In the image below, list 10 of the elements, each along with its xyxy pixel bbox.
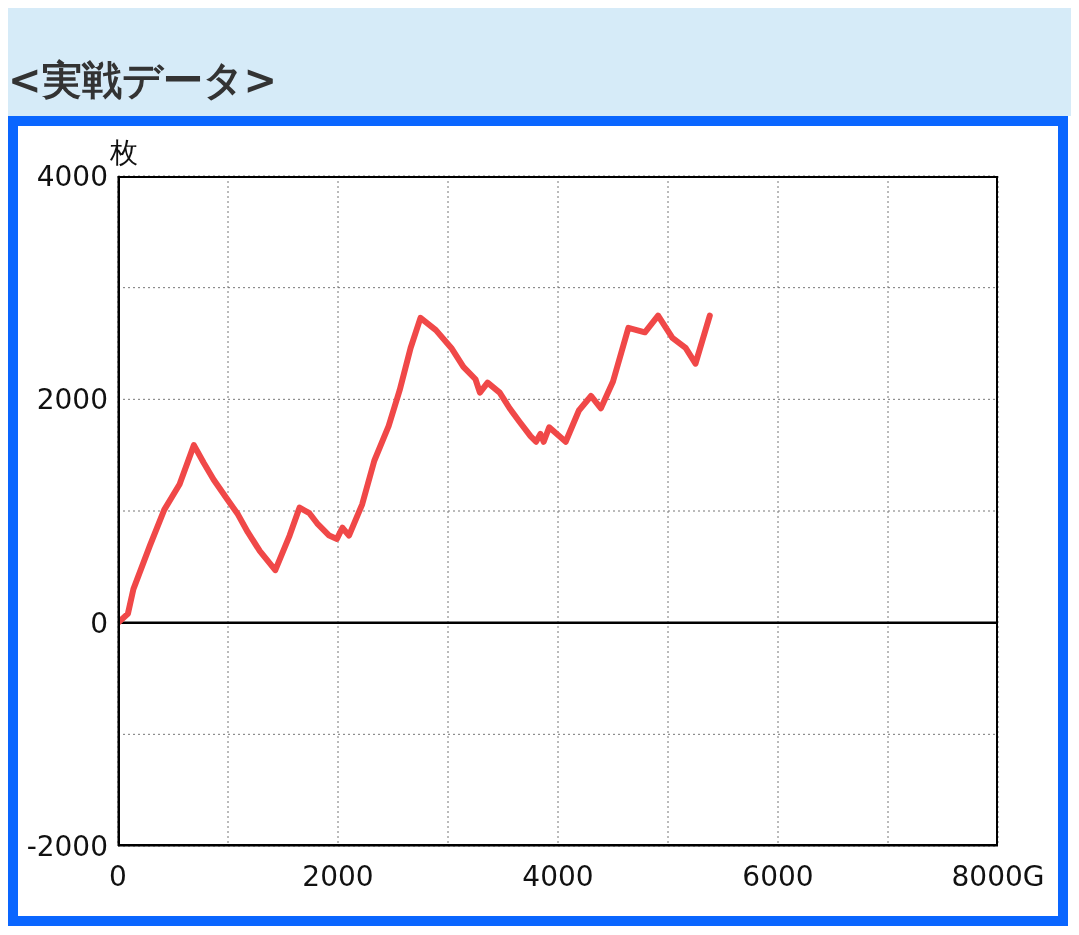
- y-tick-label: 2000: [36, 383, 108, 417]
- x-tick-label: 8000G: [951, 859, 1045, 893]
- y-axis-title: 枚: [110, 135, 138, 171]
- x-tick-label: 6000: [742, 859, 814, 893]
- y-tick-label: 4000: [36, 159, 108, 193]
- y-tick-label: 0: [90, 606, 108, 640]
- chart-title: <実戦データ>: [8, 56, 278, 105]
- y-tick-label: -2000: [26, 829, 108, 863]
- x-tick-label: 2000: [302, 859, 374, 893]
- x-tick-label: 4000: [522, 859, 594, 893]
